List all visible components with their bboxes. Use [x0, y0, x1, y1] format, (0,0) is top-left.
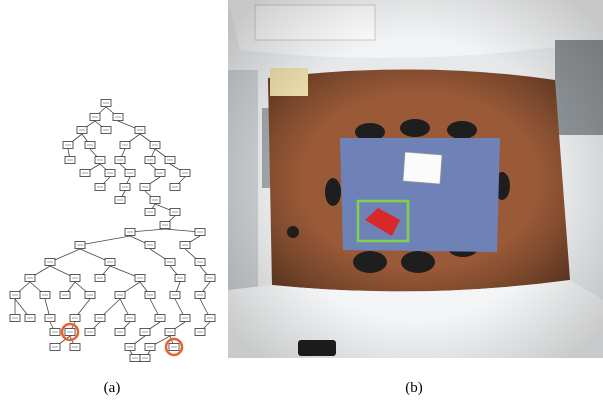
panel-caption: (a) [104, 380, 121, 396]
page: (a) (b) (() => { const data = JSON.parse… [0, 0, 603, 406]
figure: (a) (b) [0, 0, 603, 406]
room-photo [228, 0, 603, 358]
tree-diagram [10, 100, 215, 362]
panel-caption: (b) [405, 380, 423, 396]
